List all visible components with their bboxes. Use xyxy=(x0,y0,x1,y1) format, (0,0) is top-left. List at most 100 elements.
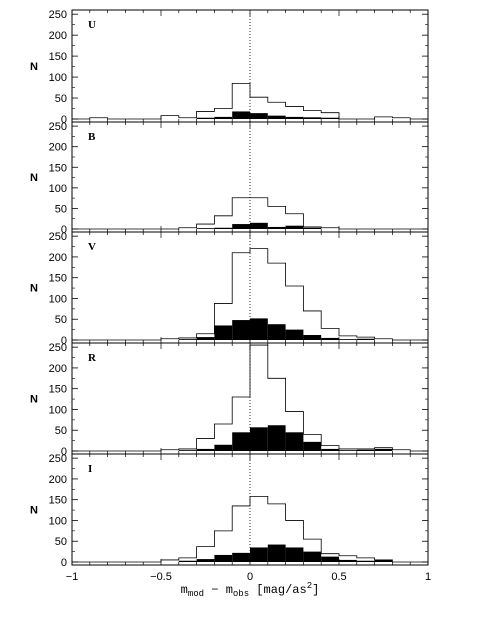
panels-group: 050100150200250NU050100150200250NB050100… xyxy=(30,9,431,583)
filled-bar xyxy=(232,320,250,340)
filled-bar xyxy=(250,427,268,451)
y-axis-label: N xyxy=(30,283,38,295)
filled-bar xyxy=(232,552,250,562)
panel-i: 0 50 100 150 200 250 N I xyxy=(30,453,429,569)
y-tick-label: 150 xyxy=(49,273,67,285)
x-tick-label: 0 xyxy=(247,571,253,583)
filled-bar xyxy=(321,337,339,340)
filled-bar xyxy=(178,450,197,451)
y-tick-label: 100 xyxy=(49,404,67,416)
panel-r: 0 50 100 150 200 250 N R xyxy=(30,342,429,458)
y-tick-label: 200 xyxy=(49,30,67,42)
y-tick-label: 150 xyxy=(49,162,67,174)
filled-bar xyxy=(250,222,268,229)
panel-u: 0 50 100 150 200 250 N U xyxy=(30,9,429,126)
filled-bar xyxy=(285,432,304,451)
band-label: B xyxy=(88,131,96,143)
filled-bar xyxy=(232,111,250,119)
filled-bar xyxy=(196,337,215,340)
filled-bar xyxy=(250,547,268,562)
y-tick-label: 200 xyxy=(49,474,67,486)
filled-bar xyxy=(303,335,322,340)
filled-bar xyxy=(356,560,375,562)
filled-bar xyxy=(267,544,286,562)
panel-v: 0 50 100 150 200 250 N V xyxy=(30,231,429,347)
filled-bar xyxy=(356,449,375,451)
band-label: V xyxy=(88,241,96,253)
y-tick-label: 100 xyxy=(49,183,67,195)
y-tick-label: 100 xyxy=(49,515,67,527)
filled-bar xyxy=(374,448,393,451)
filled-bar xyxy=(285,329,304,340)
filled-bar xyxy=(339,559,357,562)
band-label: I xyxy=(88,463,92,475)
filled-bar xyxy=(196,228,215,229)
y-tick-label: 0 xyxy=(61,114,67,126)
filled-bar xyxy=(250,113,268,119)
filled-bar xyxy=(321,448,339,451)
band-label: R xyxy=(88,352,97,364)
filled-bar xyxy=(339,339,357,340)
x-tick-label: −0.5 xyxy=(150,571,172,583)
y-tick-label: 0 xyxy=(61,557,67,569)
band-label: U xyxy=(88,19,96,31)
filled-bar xyxy=(214,325,233,340)
filled-bar xyxy=(339,450,357,451)
y-tick-label: 50 xyxy=(55,93,67,105)
y-tick-label: 250 xyxy=(49,453,67,465)
y-axis-label: N xyxy=(30,172,38,184)
y-tick-label: 150 xyxy=(49,495,67,507)
panel-frame xyxy=(71,9,429,123)
y-tick-label: 100 xyxy=(49,293,67,305)
filled-bar xyxy=(196,559,215,562)
filled-bar xyxy=(214,554,233,562)
y-tick-label: 100 xyxy=(49,72,67,84)
filled-bar xyxy=(374,559,393,562)
filled-bar xyxy=(303,117,322,119)
x-axis-label: mmod − mobs [mag/as2] xyxy=(181,581,320,599)
filled-bar xyxy=(267,115,286,119)
y-tick-label: 250 xyxy=(49,121,67,133)
filled-bar xyxy=(303,227,322,229)
y-tick-label: 200 xyxy=(49,142,67,154)
x-tick-label: 1 xyxy=(425,571,431,583)
y-tick-label: 200 xyxy=(49,252,67,264)
y-axis-label: N xyxy=(30,394,38,406)
filled-bar xyxy=(303,441,322,451)
x-tick-label: 0.5 xyxy=(331,571,346,583)
filled-bar xyxy=(196,448,215,451)
filled-bar xyxy=(214,227,233,229)
filled-bar xyxy=(250,318,268,340)
filled-bar xyxy=(267,226,286,229)
filled-bar xyxy=(214,116,233,119)
x-tick-label: −1 xyxy=(66,571,79,583)
filled-bar xyxy=(285,116,304,119)
y-tick-label: 0 xyxy=(61,446,67,458)
panel-b: 0 50 100 150 200 250 N B xyxy=(30,121,429,236)
y-axis-label: N xyxy=(30,505,38,517)
filled-bar xyxy=(356,338,375,340)
y-tick-label: 200 xyxy=(49,363,67,375)
y-axis-label: N xyxy=(30,61,38,73)
y-tick-label: 150 xyxy=(49,51,67,63)
y-tick-label: 50 xyxy=(55,314,67,326)
y-tick-label: 250 xyxy=(49,342,67,354)
filled-bar xyxy=(178,560,197,562)
filled-bar xyxy=(267,324,286,340)
filled-bar xyxy=(267,425,286,451)
y-tick-label: 50 xyxy=(55,425,67,437)
filled-bar xyxy=(214,444,233,451)
filled-bar xyxy=(303,551,322,562)
filled-bar xyxy=(321,117,339,119)
y-tick-label: 50 xyxy=(55,536,67,548)
y-tick-label: 50 xyxy=(55,203,67,215)
filled-bar xyxy=(232,224,250,229)
y-tick-label: 150 xyxy=(49,384,67,396)
filled-bar xyxy=(196,117,215,119)
filled-bar xyxy=(285,547,304,562)
filled-bar xyxy=(232,432,250,451)
y-tick-label: 0 xyxy=(61,335,67,347)
filled-bar xyxy=(178,339,197,340)
outline-histogram xyxy=(72,197,428,230)
